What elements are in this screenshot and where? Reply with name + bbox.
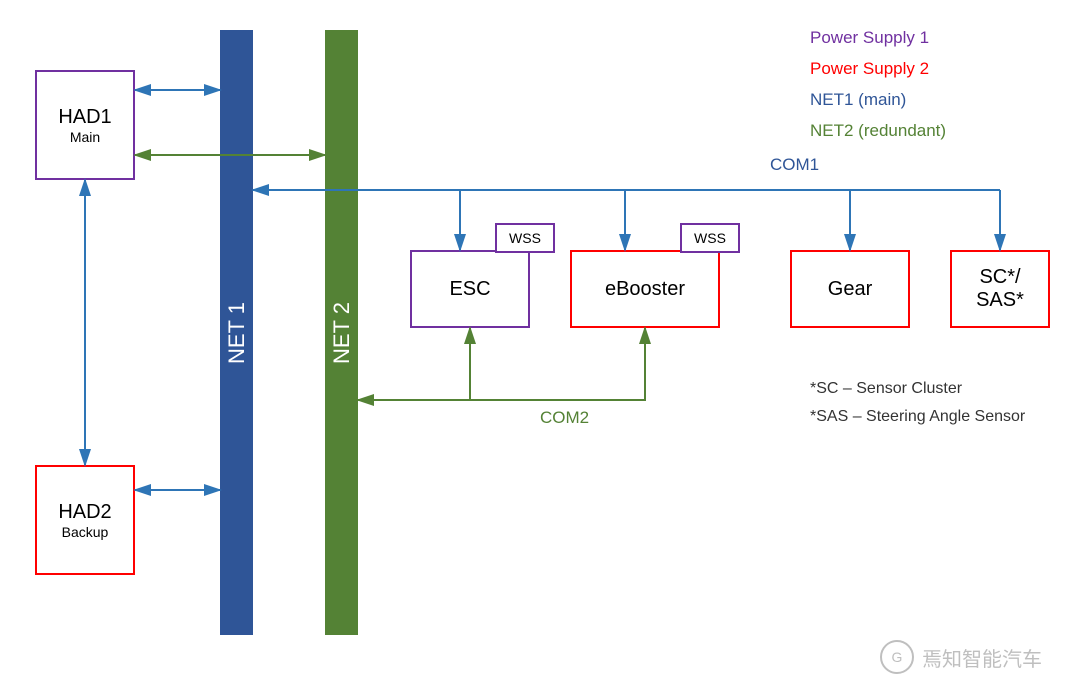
footnotes: *SC – Sensor Cluster *SAS – Steering Ang… [810,380,1025,426]
watermark: G 焉知智能汽车 [880,640,1042,674]
com1-label: COM1 [770,155,819,175]
had2-title: HAD2 [58,501,111,524]
esc-node: ESC [410,250,530,328]
had1-title: HAD1 [58,106,111,129]
legend-item-2: NET1 (main) [810,90,946,110]
watermark-icon: G [880,640,914,674]
had2-node: HAD2 Backup [35,465,135,575]
net2-bar: NET 2 [325,30,358,635]
esc-title: ESC [449,278,490,301]
scsas-node: SC*/ SAS* [950,250,1050,328]
legend-item-1: Power Supply 2 [810,59,946,79]
had1-node: HAD1 Main [35,70,135,180]
gear-node: Gear [790,250,910,328]
scsas-title: SC*/ [979,266,1020,289]
footnote-line-0: *SC – Sensor Cluster [810,380,1025,398]
wss1-node: WSS [495,223,555,253]
footnote-line-1: *SAS – Steering Angle Sensor [810,408,1025,426]
watermark-text: 焉知智能汽车 [922,643,1042,672]
wss2-title: WSS [694,230,726,246]
net1-bar: NET 1 [220,30,253,635]
net2-label: NET 2 [329,302,355,364]
had1-sub: Main [70,129,100,145]
legend-item-0: Power Supply 1 [810,28,946,48]
legend-item-3: NET2 (redundant) [810,121,946,141]
ebooster-node: eBooster [570,250,720,328]
com2-label: COM2 [540,408,589,428]
had2-sub: Backup [62,524,109,540]
gear-title: Gear [828,278,872,301]
wss2-node: WSS [680,223,740,253]
scsas-sub: SAS* [976,289,1024,312]
ebooster-title: eBooster [605,278,685,301]
net1-label: NET 1 [224,302,250,364]
legend: Power Supply 1 Power Supply 2 NET1 (main… [810,28,946,152]
wss1-title: WSS [509,230,541,246]
